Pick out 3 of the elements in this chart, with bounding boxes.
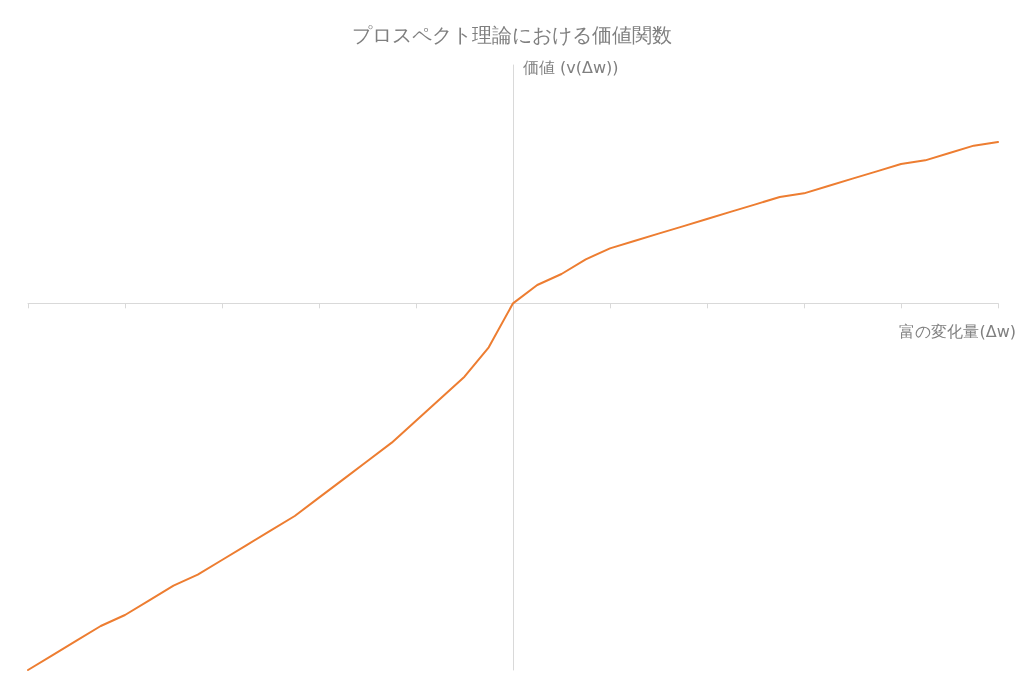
x-axis-title: 富の変化量(Δw) xyxy=(899,321,1016,341)
chart-title: プロスペクト理論における価値関数 xyxy=(352,23,672,47)
y-axis-title: 価値 (v(Δw)) xyxy=(523,57,619,77)
